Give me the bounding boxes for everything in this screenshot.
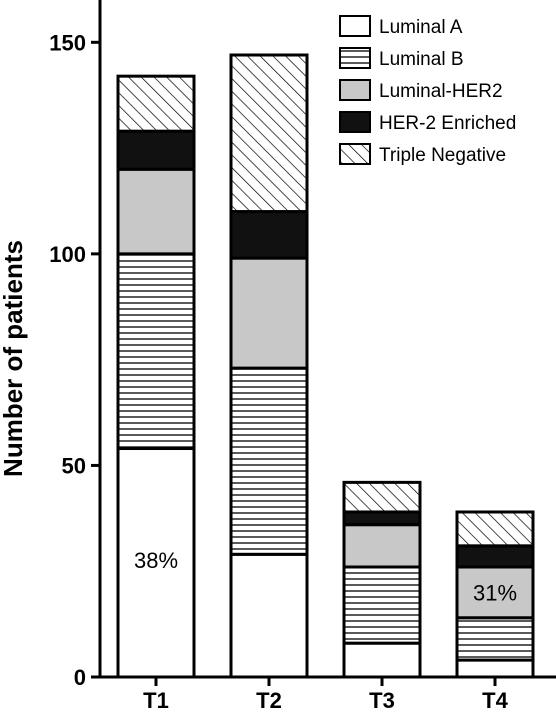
legend-label-her-2-enriched: HER-2 Enriched	[379, 113, 516, 134]
bar-t1-luminal-her2	[116, 167, 196, 256]
bar-t1-her-2-enriched	[116, 129, 196, 171]
legend-swatch-luminal-b	[339, 47, 371, 69]
legend-item-luminal-her2: Luminal-HER2	[339, 79, 503, 102]
legend-swatch-luminal-a	[339, 15, 371, 37]
bars	[116, 53, 535, 679]
legend-label-triple-negative: Triple Negative	[379, 145, 506, 166]
bar-t3-her-2-enriched	[342, 510, 422, 527]
bar-t3-triple-negative	[342, 480, 422, 514]
legend-swatch-her-2-enriched	[339, 111, 371, 133]
bar-t3-luminal-her2	[342, 523, 422, 569]
bar-t4-luminal-a	[455, 658, 535, 679]
legend-item-triple-negative: Triple Negative	[339, 143, 506, 166]
annotations: 38% 31%	[134, 548, 517, 605]
x-tick-label-t4: T4	[482, 688, 508, 713]
y-tick-label-0: 0	[74, 665, 86, 690]
bar-t1-triple-negative	[116, 74, 196, 133]
bar-t4-her-2-enriched	[455, 544, 535, 569]
bar-t1-luminal-a	[116, 447, 196, 679]
y-tick-label-100: 100	[49, 242, 86, 267]
bar-t4-luminal-her2	[455, 565, 535, 620]
legend: Luminal A Luminal B Luminal-HER2 HER-2 Enri…	[339, 15, 516, 166]
annotation-t1-luminal-a: 38%	[134, 548, 178, 573]
bar-t3-luminal-a	[342, 641, 422, 679]
legend-swatch-triple-negative	[339, 143, 371, 165]
x-tick-label-t2: T2	[256, 688, 282, 713]
bar-t2-triple-negative	[229, 53, 309, 214]
bar-t4-triple-negative	[455, 510, 535, 548]
legend-label-luminal-her2: Luminal-HER2	[379, 81, 503, 102]
bar-t2-luminal-a	[229, 552, 309, 679]
legend-swatch-luminal-her2	[339, 79, 371, 101]
y-axis-label: Number of patients	[0, 240, 28, 477]
legend-item-luminal-a: Luminal A	[339, 15, 463, 38]
bar-t2-luminal-b	[229, 366, 309, 556]
bar-t2-luminal-her2	[229, 256, 309, 370]
y-tick-label-150: 150	[49, 30, 86, 55]
legend-item-luminal-b: Luminal B	[339, 47, 464, 70]
annotation-t4-luminal-her2: 31%	[473, 580, 517, 605]
x-tick-label-t1: T1	[143, 688, 169, 713]
x-tick-label-t3: T3	[369, 688, 395, 713]
legend-label-luminal-a: Luminal A	[379, 17, 463, 38]
bar-t2-her-2-enriched	[229, 210, 309, 260]
bar-t3-luminal-b	[342, 565, 422, 645]
legend-item-her-2-enriched: HER-2 Enriched	[339, 111, 516, 134]
legend-label-luminal-b: Luminal B	[379, 49, 464, 70]
bar-t4-luminal-b	[455, 616, 535, 662]
y-tick-label-50: 50	[62, 453, 86, 478]
bar-t1-luminal-b	[116, 252, 196, 451]
